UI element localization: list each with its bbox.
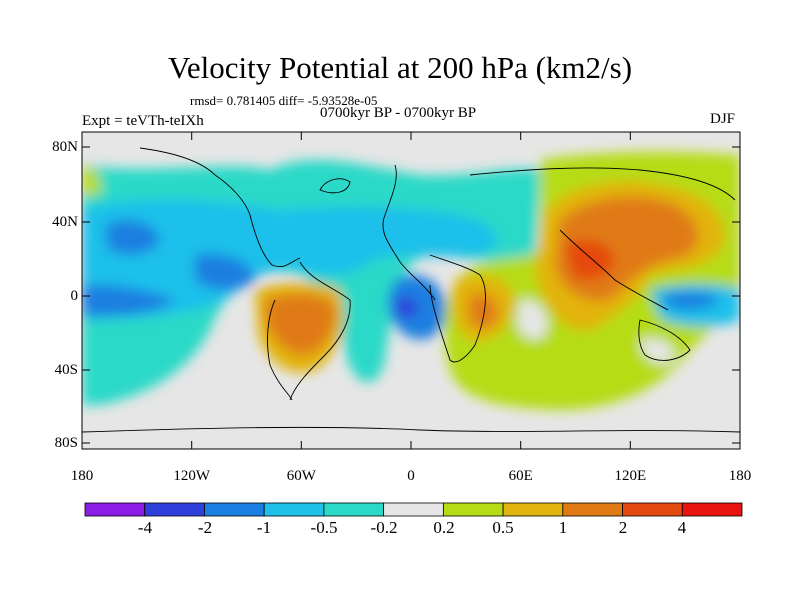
colorbar-box <box>383 502 444 517</box>
colorbar-box <box>442 502 504 517</box>
colorbar-box <box>622 502 683 517</box>
y-tick-label: 80N <box>52 139 78 155</box>
x-ticks <box>81 132 741 449</box>
contour-field <box>82 132 740 449</box>
colorbar-label: 0.2 <box>433 518 455 537</box>
x-tick-label: 120E <box>614 468 647 484</box>
page-title: Velocity Potential at 200 hPa (km2/s) <box>167 50 633 85</box>
y-ticks <box>82 146 740 444</box>
colorbar-box <box>144 502 205 517</box>
colorbar-box <box>263 502 325 517</box>
stats-text: rmsd= 0.781405 diff= -5.93528e-05 <box>190 93 378 108</box>
y-tick-label: 80S <box>54 435 78 451</box>
colorbar-box <box>562 502 623 517</box>
season-text: DJF <box>710 111 736 127</box>
colorbar-label: -2 <box>197 518 213 537</box>
colorbar-label: 1 <box>558 518 568 537</box>
colorbar-label: -0.5 <box>310 518 338 537</box>
colorbar-box <box>204 502 265 517</box>
colorbar-box <box>323 502 385 517</box>
x-tick-label: 180 <box>70 468 94 484</box>
coastlines <box>82 147 740 433</box>
colorbar-box <box>502 502 564 517</box>
x-tick-label: 120W <box>173 468 211 484</box>
colorbar-label: -4 <box>137 518 153 537</box>
colorbar-label: 0.5 <box>492 518 514 537</box>
colorbar-box <box>84 502 146 517</box>
y-tick-label: 0 <box>70 288 79 304</box>
colorbar <box>84 502 743 517</box>
colorbar-label: 2 <box>618 518 628 537</box>
x-tick-label: 180 <box>728 468 752 484</box>
y-tick-label: 40N <box>52 214 78 230</box>
experiment-text: Expt = teVTh-teIXh <box>82 113 204 129</box>
colorbar-box <box>681 502 743 517</box>
x-tick-label: 60E <box>508 468 533 484</box>
colorbar-label: -1 <box>256 518 272 537</box>
colorbar-label: -0.2 <box>370 518 398 537</box>
x-tick-label: 60W <box>286 468 316 484</box>
period-text: 0700kyr BP - 0700kyr BP <box>320 105 477 121</box>
colorbar-label: 4 <box>677 518 687 537</box>
x-tick-label: 0 <box>407 468 415 484</box>
y-tick-label: 40S <box>54 362 78 378</box>
